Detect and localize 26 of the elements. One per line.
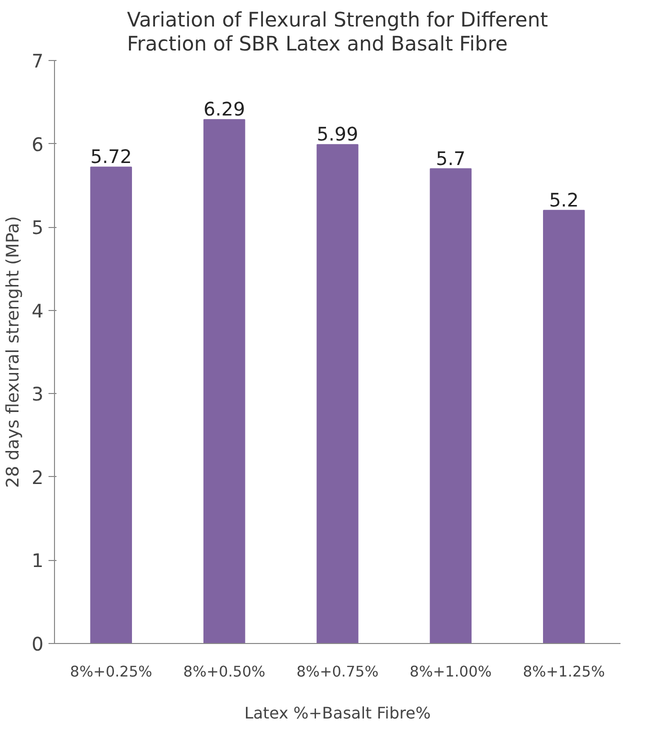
data-label: 5.2: [549, 190, 579, 212]
y-tick-label: 4: [32, 301, 44, 322]
bar: [543, 210, 585, 644]
x-tick-label: 8%+0.75%: [296, 664, 379, 680]
x-tick-label: 8%+1.25%: [522, 664, 606, 680]
y-tick-label: 1: [32, 551, 44, 572]
data-label: 5.72: [90, 147, 132, 168]
bar: [316, 144, 358, 644]
x-axis-title: Latex %+Basalt Fibre%: [244, 704, 431, 722]
y-tick-label: 7: [32, 52, 44, 72]
bar: [430, 168, 472, 644]
x-tick-label: 8%+1.00%: [410, 664, 492, 680]
data-label: 5.99: [316, 124, 358, 146]
y-axis-title: 28 days flexural strenght (MPa): [4, 216, 24, 488]
y-tick-label: 2: [32, 468, 44, 489]
bar: [203, 119, 246, 644]
y-tick-label: 3: [32, 384, 44, 406]
y-tick-label: 6: [32, 134, 44, 156]
data-label: 5.7: [436, 148, 466, 170]
x-tick-label: 8%+0.25%: [70, 664, 152, 680]
chart-title: Variation of Flexural Strength for Different Fraction of SBR Latex and Basalt Fibre: [126, 8, 548, 56]
y-tick-label: 0: [32, 634, 44, 656]
bar: [90, 166, 132, 644]
y-tick-label: 5: [32, 218, 44, 240]
x-tick-label: 8%+0.50%: [183, 664, 266, 680]
data-label: 6.29: [204, 100, 246, 121]
